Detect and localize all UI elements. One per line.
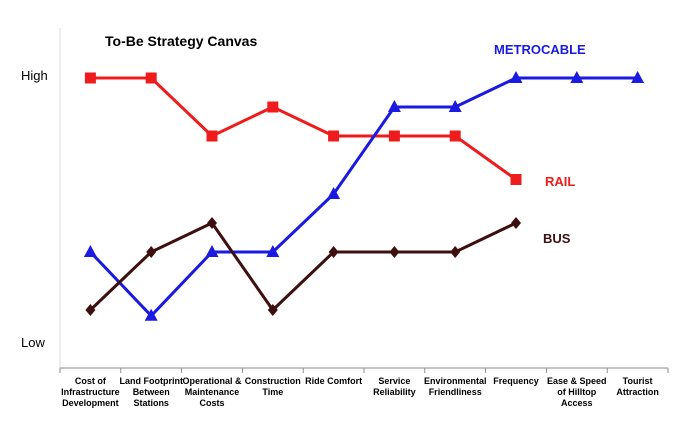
x-tick-label: Land Footprint Between Stations xyxy=(119,376,182,408)
series-rail xyxy=(84,72,522,185)
x-tick-label: Construction Time xyxy=(245,376,301,397)
series-line-metrocable xyxy=(89,76,638,318)
series-line-rail xyxy=(90,76,517,181)
data-point xyxy=(449,130,461,142)
data-point xyxy=(450,246,461,258)
labels-layer: RAIL METROCABLE BUS xyxy=(494,42,586,246)
x-tick-label: Cost of Infrastructure Development xyxy=(61,376,120,408)
data-point xyxy=(328,130,340,142)
data-point xyxy=(267,101,279,113)
x-tick-label: Frequency xyxy=(493,376,539,386)
data-point xyxy=(83,245,97,257)
y-tick-label: Low xyxy=(21,335,45,350)
chart-title: To-Be Strategy Canvas xyxy=(105,33,257,49)
x-tick-label: Operational & Maintenance Costs xyxy=(182,376,242,408)
data-point xyxy=(448,100,462,112)
data-point xyxy=(145,72,157,84)
y-tick-label: High xyxy=(21,68,48,83)
data-point xyxy=(146,246,157,258)
series-metrocable xyxy=(83,71,645,321)
data-point xyxy=(206,130,218,142)
data-point xyxy=(207,217,217,229)
data-point xyxy=(389,246,400,258)
data-point xyxy=(205,245,219,257)
data-point xyxy=(328,246,339,258)
data-point xyxy=(84,72,96,84)
data-point xyxy=(387,100,401,112)
data-point xyxy=(266,245,280,257)
x-tick-label: Tourist Attraction xyxy=(616,376,659,397)
x-tick-label: Ease & Speed of Hilltop Access xyxy=(547,376,607,408)
data-point xyxy=(570,71,584,83)
x-tick-label: Environmental Friendliness xyxy=(424,376,487,397)
data-point xyxy=(631,71,645,83)
data-point xyxy=(509,71,523,83)
data-point xyxy=(267,304,278,316)
series-bus xyxy=(85,217,521,316)
x-tick-label: Service Reliability xyxy=(373,376,416,397)
data-point xyxy=(510,174,522,185)
data-point xyxy=(327,187,341,199)
series-layer xyxy=(83,71,645,321)
series-label-bus: BUS xyxy=(543,231,571,246)
series-line-bus xyxy=(89,221,517,312)
data-point xyxy=(388,130,400,142)
data-point xyxy=(511,217,521,229)
series-label-metrocable: METROCABLE xyxy=(494,42,586,57)
x-tick-label: Ride Comfort xyxy=(305,376,362,386)
series-label-rail: RAIL xyxy=(545,174,575,189)
data-point xyxy=(144,308,158,321)
data-point xyxy=(85,304,96,316)
